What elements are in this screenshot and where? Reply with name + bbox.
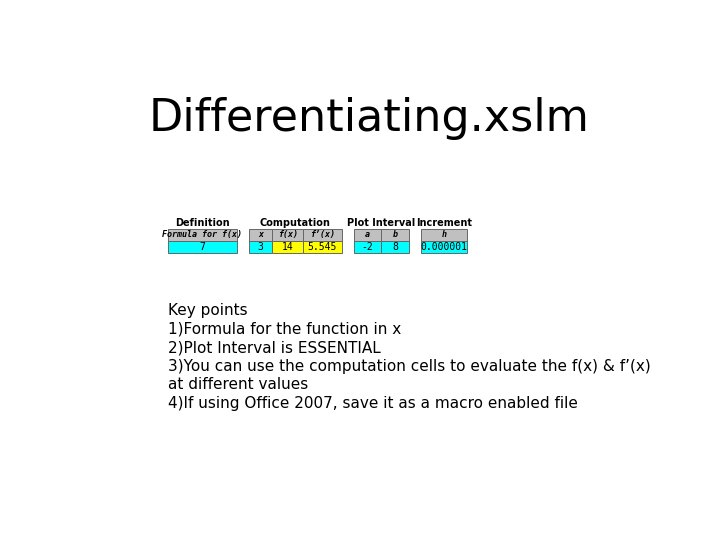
Bar (249, 229, 272, 241)
Bar (303, 241, 342, 253)
Text: Increment: Increment (416, 218, 472, 228)
Bar (272, 229, 303, 241)
Text: 3: 3 (258, 242, 264, 252)
Text: Differentiating.xslm: Differentiating.xslm (148, 97, 590, 140)
Text: Plot Interval: Plot Interval (347, 218, 415, 228)
Text: Key points: Key points (168, 303, 247, 319)
Text: f’(x): f’(x) (310, 231, 335, 239)
Bar (382, 241, 409, 253)
Text: 1)Formula for the function in x: 1)Formula for the function in x (168, 322, 401, 337)
Text: -2: -2 (361, 242, 374, 252)
Bar (303, 229, 342, 241)
Bar (382, 229, 409, 241)
Text: f(x): f(x) (278, 231, 297, 239)
Text: 14: 14 (282, 242, 294, 252)
Text: Computation: Computation (260, 218, 330, 228)
Text: 7: 7 (199, 242, 205, 252)
Bar (168, 229, 238, 241)
Bar (421, 229, 467, 241)
Text: 5.545: 5.545 (308, 242, 337, 252)
Bar (421, 241, 467, 253)
Bar (168, 241, 238, 253)
Bar (249, 241, 272, 253)
Text: at different values: at different values (168, 377, 307, 393)
Bar (354, 229, 382, 241)
Text: 4)If using Office 2007, save it as a macro enabled file: 4)If using Office 2007, save it as a mac… (168, 396, 577, 411)
Text: b: b (393, 231, 398, 239)
Text: 2)Plot Interval is ESSENTIAL: 2)Plot Interval is ESSENTIAL (168, 340, 380, 355)
Bar (354, 241, 382, 253)
Text: x: x (258, 231, 263, 239)
Text: Formula for f(x): Formula for f(x) (163, 231, 243, 239)
Text: h: h (441, 231, 446, 239)
Text: Definition: Definition (175, 218, 230, 228)
Bar (272, 241, 303, 253)
Text: 8: 8 (392, 242, 398, 252)
Text: 3)You can use the computation cells to evaluate the f(x) & f’(x): 3)You can use the computation cells to e… (168, 359, 650, 374)
Text: 0.000001: 0.000001 (420, 242, 468, 252)
Text: a: a (365, 231, 370, 239)
